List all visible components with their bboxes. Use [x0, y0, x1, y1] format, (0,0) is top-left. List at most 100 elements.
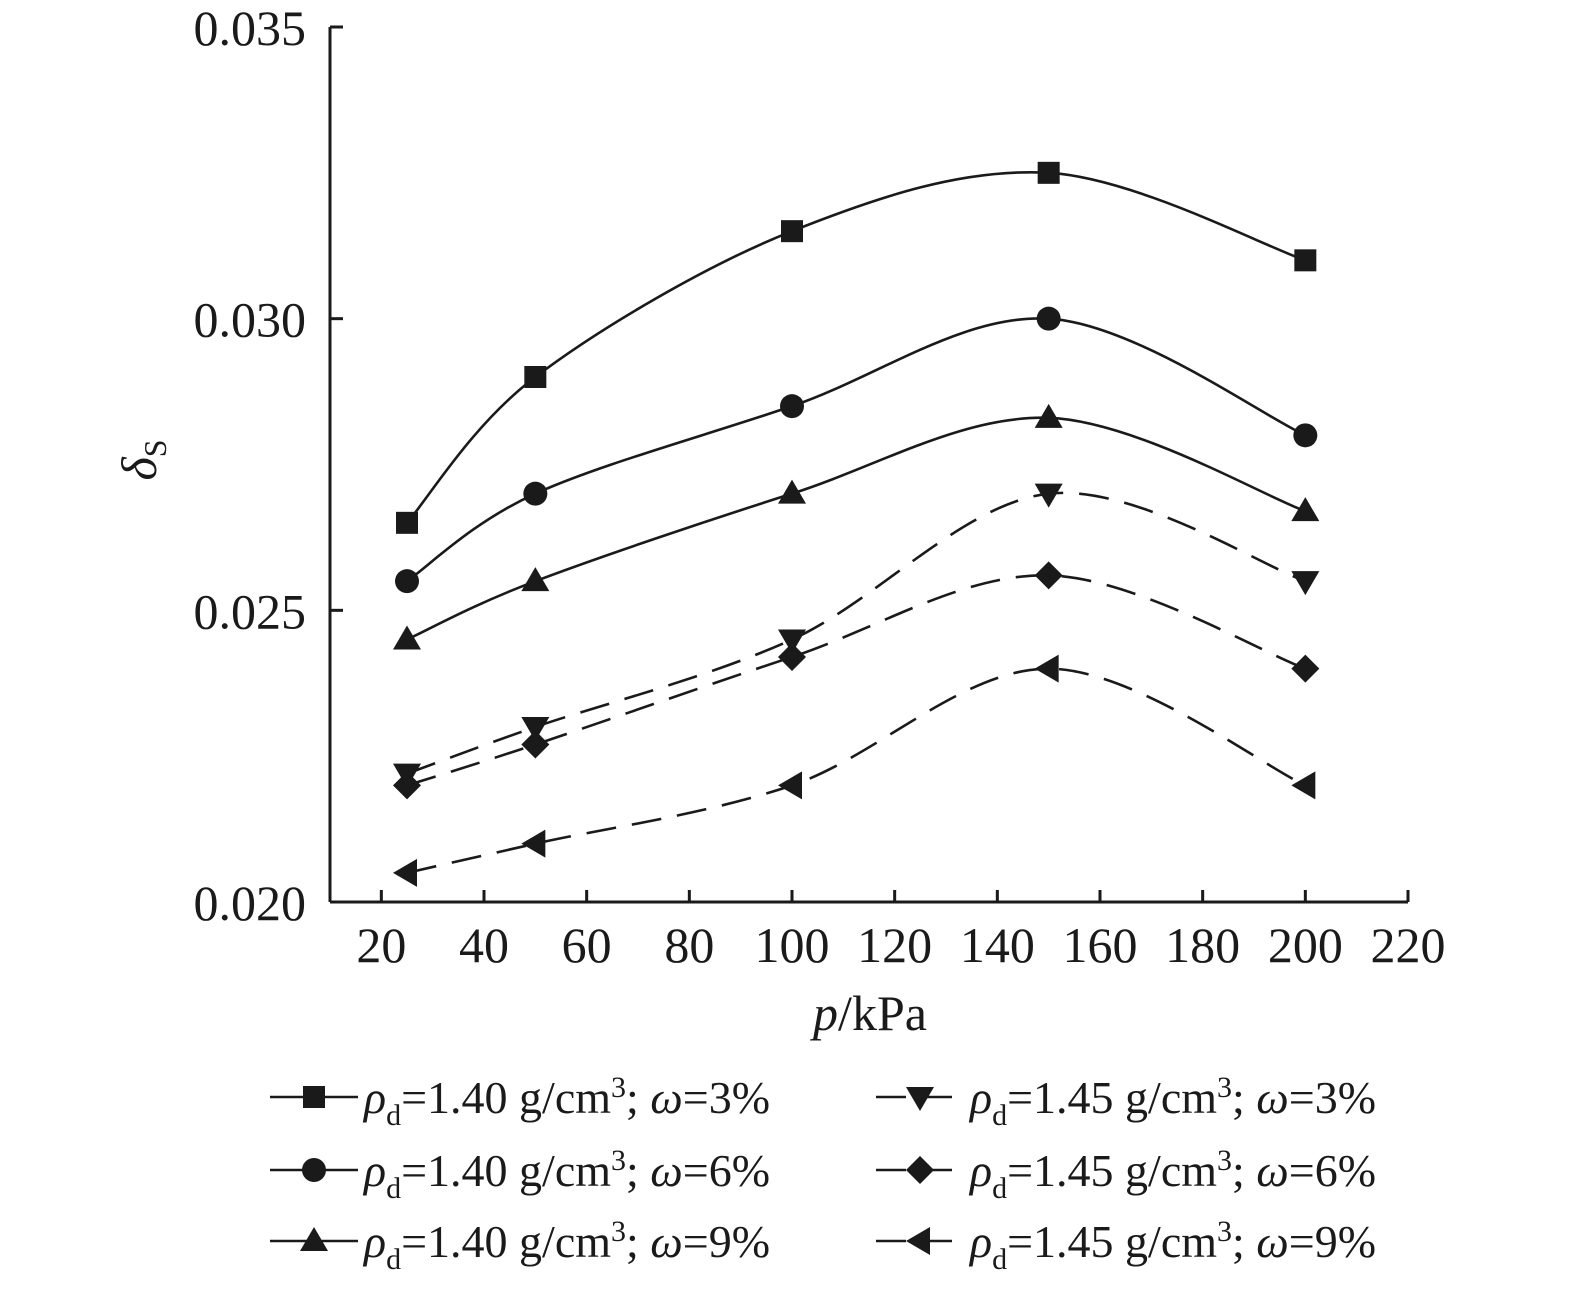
- legend-marker: [302, 1158, 326, 1182]
- x-tick-label: 100: [755, 917, 830, 973]
- legend-label: ρd=1.45 g/cm3; ω=9%: [968, 1215, 1376, 1276]
- x-tick-label: 40: [459, 917, 509, 973]
- x-tick-label: 120: [857, 917, 932, 973]
- data-point: [396, 511, 418, 534]
- legend-label: ρd=1.40 g/cm3; ω=6%: [362, 1144, 770, 1205]
- series-line-6: [406, 667, 1306, 875]
- legend-label-omega: ω: [1256, 1072, 1288, 1123]
- legend-label-sup: 3: [611, 1144, 626, 1177]
- y-tick-label: 0.035: [194, 0, 307, 56]
- legend-label-semi: ;: [626, 1216, 650, 1267]
- series-line-5: [406, 574, 1306, 787]
- legend-label-sub: d: [992, 1099, 1007, 1132]
- series-lines: [406, 171, 1306, 875]
- data-point: [521, 567, 550, 592]
- legend-item-1: ρd=1.40 g/cm3; ω=3%: [270, 1071, 770, 1132]
- data-point: [1036, 306, 1061, 331]
- y-tick-label: 0.025: [194, 583, 307, 639]
- x-axis-title: p/kPa: [810, 985, 927, 1041]
- data-point: [1034, 483, 1063, 508]
- x-tick-label: 20: [356, 917, 406, 973]
- legend-label-semi: ;: [1232, 1216, 1256, 1267]
- data-point: [1291, 771, 1316, 800]
- data-point: [778, 771, 802, 800]
- legend-label: ρd=1.40 g/cm3; ω=9%: [362, 1215, 770, 1276]
- series-line-3: [406, 416, 1306, 641]
- legend-label: ρd=1.45 g/cm3; ω=3%: [968, 1071, 1376, 1132]
- legend-item-2: ρd=1.40 g/cm3; ω=6%: [270, 1144, 770, 1205]
- legend-label-omega: ω: [650, 1072, 682, 1123]
- y-ticks: 0.020 0.025 0.030 0.035: [194, 0, 343, 931]
- legend-label-eq: =1.45 g/cm: [1007, 1216, 1217, 1267]
- legend-label-pct: =6%: [683, 1145, 770, 1196]
- legend-label-rho: ρ: [968, 1145, 992, 1196]
- x-tick-label: 60: [562, 917, 612, 973]
- data-point: [1291, 497, 1320, 522]
- legend-label-eq: =1.45 g/cm: [1007, 1072, 1217, 1123]
- data-point: [781, 220, 803, 243]
- data-point: [524, 366, 547, 388]
- legend-label-pct: =9%: [1289, 1216, 1376, 1267]
- y-axis-title-sub: S: [137, 439, 173, 457]
- legend: ρd=1.40 g/cm3; ω=3%ρd=1.40 g/cm3; ω=6%ρd…: [270, 1071, 1376, 1276]
- legend-label-semi: ;: [626, 1145, 650, 1196]
- data-point: [778, 479, 806, 504]
- legend-label-sub: d: [992, 1243, 1007, 1276]
- legend-label-pct: =9%: [683, 1216, 770, 1267]
- series-line-2: [406, 317, 1306, 583]
- series-markers: [393, 161, 1320, 887]
- data-point: [393, 858, 417, 887]
- data-point: [393, 625, 421, 650]
- x-ticks: 20 40 60 80 100 120 140 160 180 200 220: [356, 890, 1446, 973]
- legend-label-rho: ρ: [362, 1072, 386, 1123]
- y-tick-label: 0.020: [194, 875, 307, 931]
- legend-label-sub: d: [386, 1172, 401, 1205]
- legend-label-rho: ρ: [968, 1072, 992, 1123]
- legend-label-omega: ω: [650, 1145, 682, 1196]
- legend-marker: [906, 1156, 934, 1184]
- legend-label-semi: ;: [1232, 1072, 1256, 1123]
- legend-label-semi: ;: [1232, 1145, 1256, 1196]
- data-point: [395, 569, 419, 594]
- legend-label-eq: =1.40 g/cm: [401, 1145, 611, 1196]
- x-tick-label: 220: [1371, 917, 1446, 973]
- legend-label-semi: ;: [626, 1072, 650, 1123]
- legend-label-eq: =1.45 g/cm: [1007, 1145, 1217, 1196]
- legend-label-pct: =3%: [1289, 1072, 1376, 1123]
- legend-label-omega: ω: [1256, 1145, 1288, 1196]
- legend-item-4: ρd=1.45 g/cm3; ω=3%: [876, 1071, 1376, 1132]
- data-point: [1034, 654, 1059, 683]
- data-point: [1037, 161, 1060, 184]
- legend-marker: [906, 1087, 934, 1111]
- legend-label-rho: ρ: [968, 1216, 992, 1267]
- x-tick-label: 140: [960, 917, 1035, 973]
- y-tick-label: 0.030: [194, 292, 307, 348]
- legend-label-sup: 3: [1217, 1215, 1232, 1248]
- data-point: [1291, 654, 1320, 683]
- data-point: [521, 717, 550, 741]
- legend-label-sup: 3: [1217, 1071, 1232, 1104]
- legend-label: ρd=1.40 g/cm3; ω=3%: [362, 1071, 770, 1132]
- legend-label-rho: ρ: [362, 1145, 386, 1196]
- legend-label-pct: =6%: [1289, 1145, 1376, 1196]
- legend-item-3: ρd=1.40 g/cm3; ω=9%: [270, 1215, 770, 1276]
- x-axis-title-unit: /kPa: [838, 985, 927, 1041]
- legend-marker: [303, 1086, 325, 1108]
- data-point: [1034, 561, 1063, 590]
- x-tick-label: 160: [1063, 917, 1138, 973]
- data-point: [1294, 249, 1317, 272]
- legend-label-sup: 3: [611, 1215, 626, 1248]
- data-point: [778, 629, 806, 654]
- legend-label-omega: ω: [650, 1216, 682, 1267]
- legend-label-sup: 3: [1217, 1144, 1232, 1177]
- axes: 20 40 60 80 100 120 140 160 180 200 220 0.020 0.025…: [194, 0, 1446, 973]
- x-tick-label: 200: [1268, 917, 1343, 973]
- legend-label-omega: ω: [1256, 1216, 1288, 1267]
- legend-label: ρd=1.45 g/cm3; ω=6%: [968, 1144, 1376, 1205]
- x-tick-label: 80: [664, 917, 714, 973]
- data-point: [521, 829, 546, 858]
- data-point: [1291, 571, 1320, 596]
- data-point: [778, 643, 806, 671]
- data-point: [780, 394, 804, 419]
